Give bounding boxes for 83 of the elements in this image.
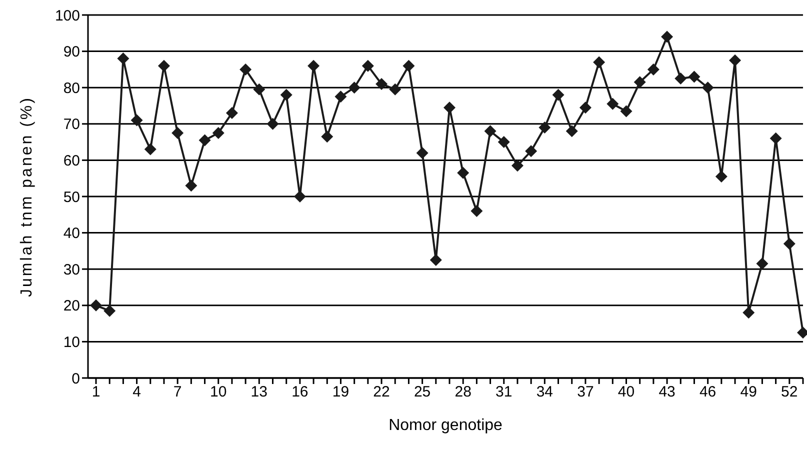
x-tick-label: 10	[210, 384, 227, 401]
point	[308, 60, 320, 72]
y-tick-label: 20	[63, 298, 80, 315]
x-tick-label: 16	[292, 384, 308, 401]
point	[376, 78, 388, 90]
point	[158, 60, 170, 72]
point	[756, 258, 768, 270]
point	[498, 136, 510, 148]
point	[144, 143, 156, 156]
y-tick-label: 0	[72, 370, 80, 388]
point	[525, 145, 538, 158]
point	[742, 306, 755, 319]
point	[104, 304, 116, 317]
point	[457, 166, 470, 179]
y-tick-label: 30	[63, 261, 80, 278]
point	[661, 30, 674, 43]
point	[674, 72, 687, 85]
point	[90, 299, 102, 312]
point	[185, 180, 198, 192]
x-tick-label: 31	[496, 384, 512, 401]
x-tick-label: 46	[699, 384, 716, 401]
point	[593, 56, 606, 68]
point	[212, 126, 224, 139]
x-tick-label: 22	[373, 384, 390, 401]
x-tick-label: 52	[781, 384, 798, 401]
point	[226, 107, 238, 120]
point	[566, 125, 578, 138]
point	[253, 83, 266, 96]
point	[172, 126, 184, 139]
point	[294, 190, 306, 202]
x-tick-label: 40	[618, 384, 635, 401]
y-tick-label: 10	[63, 334, 80, 352]
point	[634, 76, 646, 88]
point	[130, 114, 143, 126]
point	[321, 130, 334, 143]
point	[416, 146, 428, 159]
point	[702, 82, 714, 94]
x-tick-label: 25	[414, 384, 431, 401]
point	[362, 60, 374, 72]
x-tick-label: 19	[332, 384, 350, 401]
x-tick-label: 49	[740, 384, 757, 401]
x-tick-label: 4	[132, 384, 141, 401]
x-tick-label: 28	[454, 384, 472, 401]
point	[430, 254, 442, 266]
x-tick-label: 43	[658, 384, 676, 401]
x-tick-label: 37	[577, 384, 594, 401]
point	[688, 70, 700, 83]
point	[280, 88, 292, 101]
y-tick-label: 70	[63, 116, 80, 134]
y-tick-label: 90	[63, 44, 80, 61]
point	[538, 122, 551, 134]
point	[783, 238, 796, 250]
point	[470, 205, 483, 218]
x-tick-label: 34	[536, 384, 554, 401]
point	[770, 132, 782, 144]
point	[484, 125, 496, 138]
point	[334, 90, 347, 103]
y-tick-label: 40	[63, 225, 80, 242]
point	[389, 83, 402, 96]
x-tick-label: 1	[92, 384, 100, 401]
point	[444, 102, 456, 114]
y-tick-label: 60	[63, 152, 80, 170]
x-axis-title: Nomor genotipe	[388, 417, 503, 434]
point	[348, 82, 360, 94]
point	[266, 118, 279, 130]
point	[647, 63, 660, 76]
point	[402, 60, 415, 72]
x-tick-label: 13	[250, 384, 268, 401]
point	[729, 54, 742, 66]
point	[552, 88, 564, 101]
y-tick-label: 80	[63, 80, 80, 97]
y-tick-label: 50	[63, 188, 80, 206]
point	[579, 102, 592, 114]
x-tick-label: 7	[173, 384, 182, 401]
point	[240, 63, 252, 76]
point	[117, 52, 130, 65]
point	[511, 160, 524, 172]
point	[198, 134, 211, 146]
y-axis-title: Jumlah tnm panen (%)	[18, 96, 36, 297]
y-tick-label: 100	[54, 7, 80, 24]
point	[606, 98, 619, 110]
point	[715, 170, 728, 183]
point	[620, 105, 632, 118]
